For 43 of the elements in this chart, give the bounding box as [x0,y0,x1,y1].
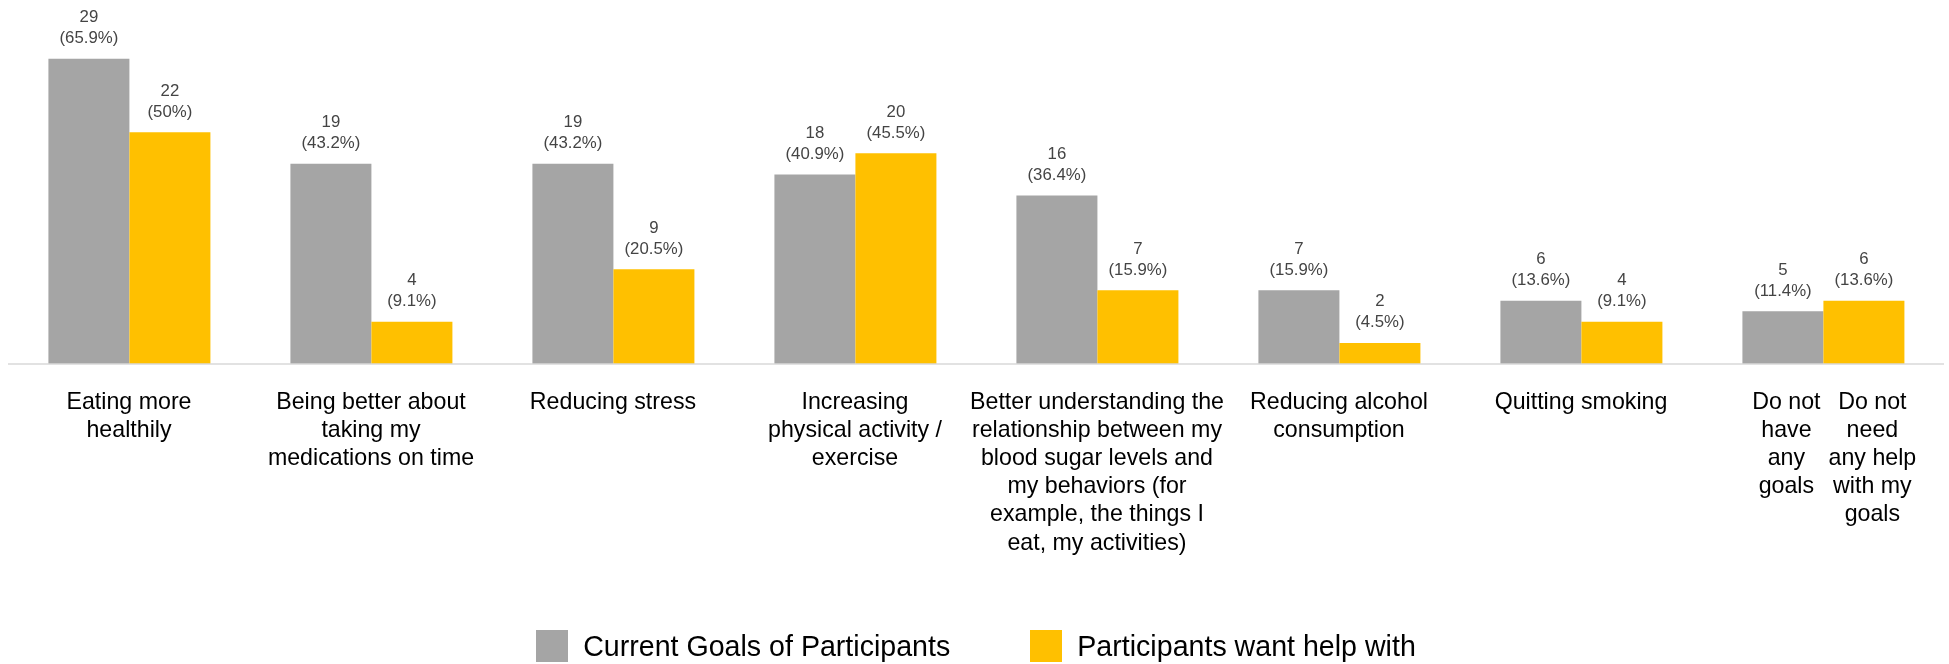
bar [855,153,937,364]
x-tick-label: Reducing alcohol consumption [1250,387,1428,442]
text: Do not need any help with my goals [1828,387,1917,526]
x-tick-label: Increasing physical activity / exercise [768,387,943,470]
legend-label: Current Goals of Participants [583,629,951,663]
bar [1500,300,1582,364]
bar [48,58,130,364]
bar [1581,321,1663,364]
x-tick-label: Better understanding the relationship between my blood sugar levels and my behaviors (for example, the things I eat, my activities) [970,387,1224,555]
data-label: 18 (40.9%) [785,122,845,163]
data-label: 29 (65.9%) [59,7,119,47]
x-tick-label: Reducing stress [529,387,697,414]
data-label: 16 (36.4%) [1027,143,1087,184]
bar [1742,311,1824,364]
legend-label: Participants want help with [1077,629,1416,663]
data-label: 22 (50%) [147,80,193,121]
bar [129,132,211,364]
bar [1258,290,1340,364]
bar [1016,195,1098,364]
data-label: 4 (9.1%) [1597,270,1647,311]
bar [1097,290,1179,364]
x-tick-label: Eating more healthily [66,387,192,442]
bar [613,269,695,364]
data-label: 9 (20.5%) [624,217,684,258]
bar [1823,300,1905,364]
x-tick-label: Quitting smoking [1494,387,1668,414]
bar [532,163,614,364]
data-label: 7 (15.9%) [1269,238,1329,279]
data-label: 20 (45.5%) [866,101,926,142]
data-label: 4 (9.1%) [387,270,437,311]
data-label: 6 (13.6%) [1834,249,1894,290]
bar [1339,342,1421,364]
bar [371,321,453,364]
data-label: 19 (43.2%) [301,112,361,153]
data-label: 19 (43.2%) [543,112,603,153]
data-label: 6 (13.6%) [1511,249,1571,290]
bar [290,163,372,364]
x-tick-label: Being better about taking my medications on time [267,387,475,470]
text: Do not have any goals [1752,387,1822,498]
data-label: 7 (15.9%) [1108,238,1168,279]
data-label: 2 (4.5%) [1355,291,1405,332]
data-label: 5 (11.4%) [1754,259,1812,300]
bar [774,174,856,364]
